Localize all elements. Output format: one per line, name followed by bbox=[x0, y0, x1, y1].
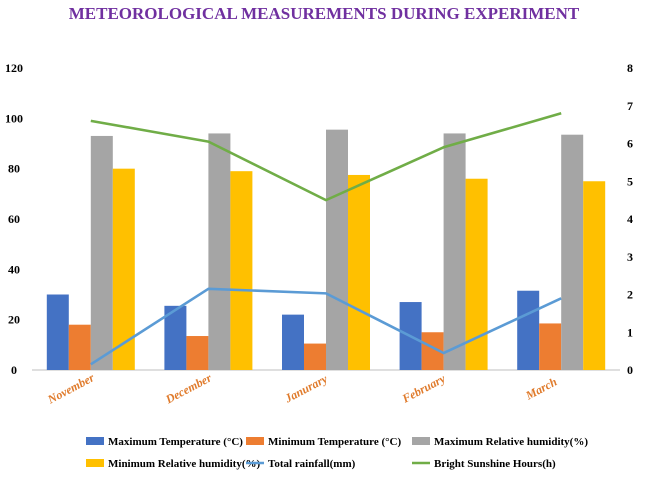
bar-series-1-december bbox=[186, 336, 209, 370]
bar-series-2-march bbox=[561, 134, 584, 370]
bar-series-2-february bbox=[443, 133, 466, 370]
left-axis-tick-label: 120 bbox=[5, 61, 23, 75]
legend-swatch bbox=[86, 437, 104, 445]
legend-swatch bbox=[86, 459, 104, 467]
bar-series-2-november bbox=[90, 135, 113, 370]
legend-swatch bbox=[412, 437, 430, 445]
right-axis-tick-label: 7 bbox=[627, 99, 633, 113]
category-label: March bbox=[522, 374, 559, 403]
category-label: November bbox=[44, 370, 96, 407]
left-axis-tick-label: 20 bbox=[8, 313, 20, 327]
bar-series-0-december bbox=[164, 305, 187, 370]
right-axis-tick-label: 1 bbox=[627, 325, 633, 339]
bar-series-3-february bbox=[465, 178, 488, 370]
bar-series-3-december bbox=[230, 171, 253, 370]
chart-title: METEOROLOGICAL MEASUREMENTS DURING EXPER… bbox=[69, 4, 580, 23]
left-axis-tick-label: 0 bbox=[11, 363, 17, 377]
bar-series-3-november bbox=[112, 168, 135, 370]
legend-label: Minimum Relative humidity(%) bbox=[108, 458, 260, 470]
bar-series-1-february bbox=[421, 332, 444, 370]
bar-series-2-december bbox=[208, 133, 231, 370]
category-label: December bbox=[162, 370, 214, 406]
left-axis-tick-label: 80 bbox=[8, 162, 20, 176]
left-axis-tick-label: 60 bbox=[8, 212, 20, 226]
legend-label: Total rainfall(mm) bbox=[268, 458, 356, 470]
left-axis-tick-label: 40 bbox=[8, 262, 20, 276]
bar-series-1-november bbox=[68, 324, 91, 370]
right-axis-tick-label: 3 bbox=[627, 250, 633, 264]
legend-label: Maximum Relative humidity(%) bbox=[434, 436, 588, 448]
bar-series-2-janurary bbox=[326, 129, 348, 370]
bar-series-3-march bbox=[583, 181, 606, 370]
category-label: Janurary bbox=[282, 371, 331, 406]
right-axis-tick-label: 2 bbox=[627, 288, 633, 302]
right-axis-tick-label: 0 bbox=[627, 363, 633, 377]
bar-series-1-janurary bbox=[304, 343, 326, 370]
right-axis-tick-label: 6 bbox=[627, 137, 633, 151]
right-axis-tick-label: 8 bbox=[627, 61, 633, 75]
bar-series-3-janurary bbox=[348, 174, 370, 370]
legend-label: Minimum Temperature (°C) bbox=[268, 436, 401, 448]
bar-series-0-november bbox=[46, 294, 69, 370]
legend-swatch bbox=[246, 437, 264, 445]
legend-label: Bright Sunshine Hours(h) bbox=[434, 458, 556, 470]
bar-series-0-march bbox=[517, 290, 540, 370]
category-label: February bbox=[399, 371, 448, 406]
bar-series-1-march bbox=[539, 323, 562, 370]
bar-series-0-janurary bbox=[282, 314, 304, 370]
right-axis-tick-label: 4 bbox=[627, 212, 633, 226]
legend-label: Maximum Temperature (°C) bbox=[108, 436, 243, 448]
left-axis-tick-label: 100 bbox=[5, 111, 23, 125]
right-axis-tick-label: 5 bbox=[627, 174, 633, 188]
